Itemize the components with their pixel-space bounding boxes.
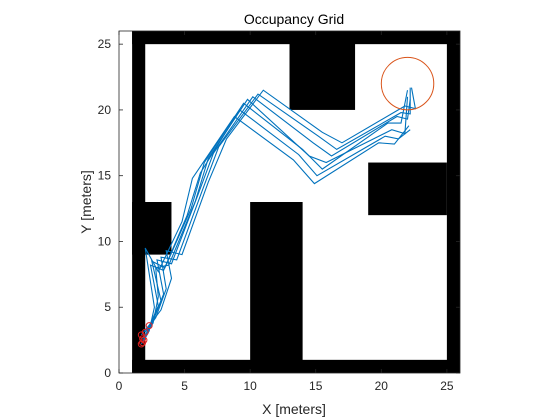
plot-area xyxy=(119,31,460,373)
goal-circle xyxy=(380,56,435,111)
occupied-block-5 xyxy=(132,202,172,255)
y-tick-label-2: 10 xyxy=(98,234,112,248)
x-tick-label-5: 25 xyxy=(440,379,454,393)
x-tick-label-3: 15 xyxy=(309,379,323,393)
x-axis-label: X [meters] xyxy=(262,401,326,417)
markers-layer xyxy=(137,56,435,348)
paths-layer xyxy=(140,87,417,345)
start-marker-3 xyxy=(141,328,149,336)
x-tick-label-2: 10 xyxy=(243,379,257,393)
chart-title: Occupancy Grid xyxy=(244,11,344,27)
start-marker-1 xyxy=(139,335,147,343)
occupied-block-6 xyxy=(250,202,303,373)
path-line-4 xyxy=(143,109,411,341)
path-line-6 xyxy=(142,115,410,343)
y-tick-label-4: 20 xyxy=(98,103,112,117)
path-line-5 xyxy=(148,87,417,326)
start-marker-6 xyxy=(139,339,147,347)
path-line-3 xyxy=(144,87,411,333)
x-tick-label-1: 5 xyxy=(181,379,188,393)
occupied-block-7 xyxy=(368,162,447,216)
y-tick-label-0: 0 xyxy=(104,366,111,380)
axes-layer: 0 5 10 15 20 25 0 5 10 15 20 25 xyxy=(98,30,461,393)
y-axis-label: Y [meters] xyxy=(78,170,94,234)
occupied-block-3 xyxy=(446,31,460,373)
axes-box xyxy=(118,30,461,374)
start-marker-5 xyxy=(145,322,153,330)
x-tick-label-0: 0 xyxy=(116,379,123,393)
y-tick-label-1: 5 xyxy=(104,300,111,314)
path-line-1 xyxy=(142,96,409,340)
y-tick-label-3: 15 xyxy=(98,169,112,183)
x-tick-label-4: 20 xyxy=(375,379,389,393)
y-tick-label-5: 25 xyxy=(98,37,112,51)
occupied-block-4 xyxy=(289,31,356,110)
path-line-2 xyxy=(140,96,411,336)
